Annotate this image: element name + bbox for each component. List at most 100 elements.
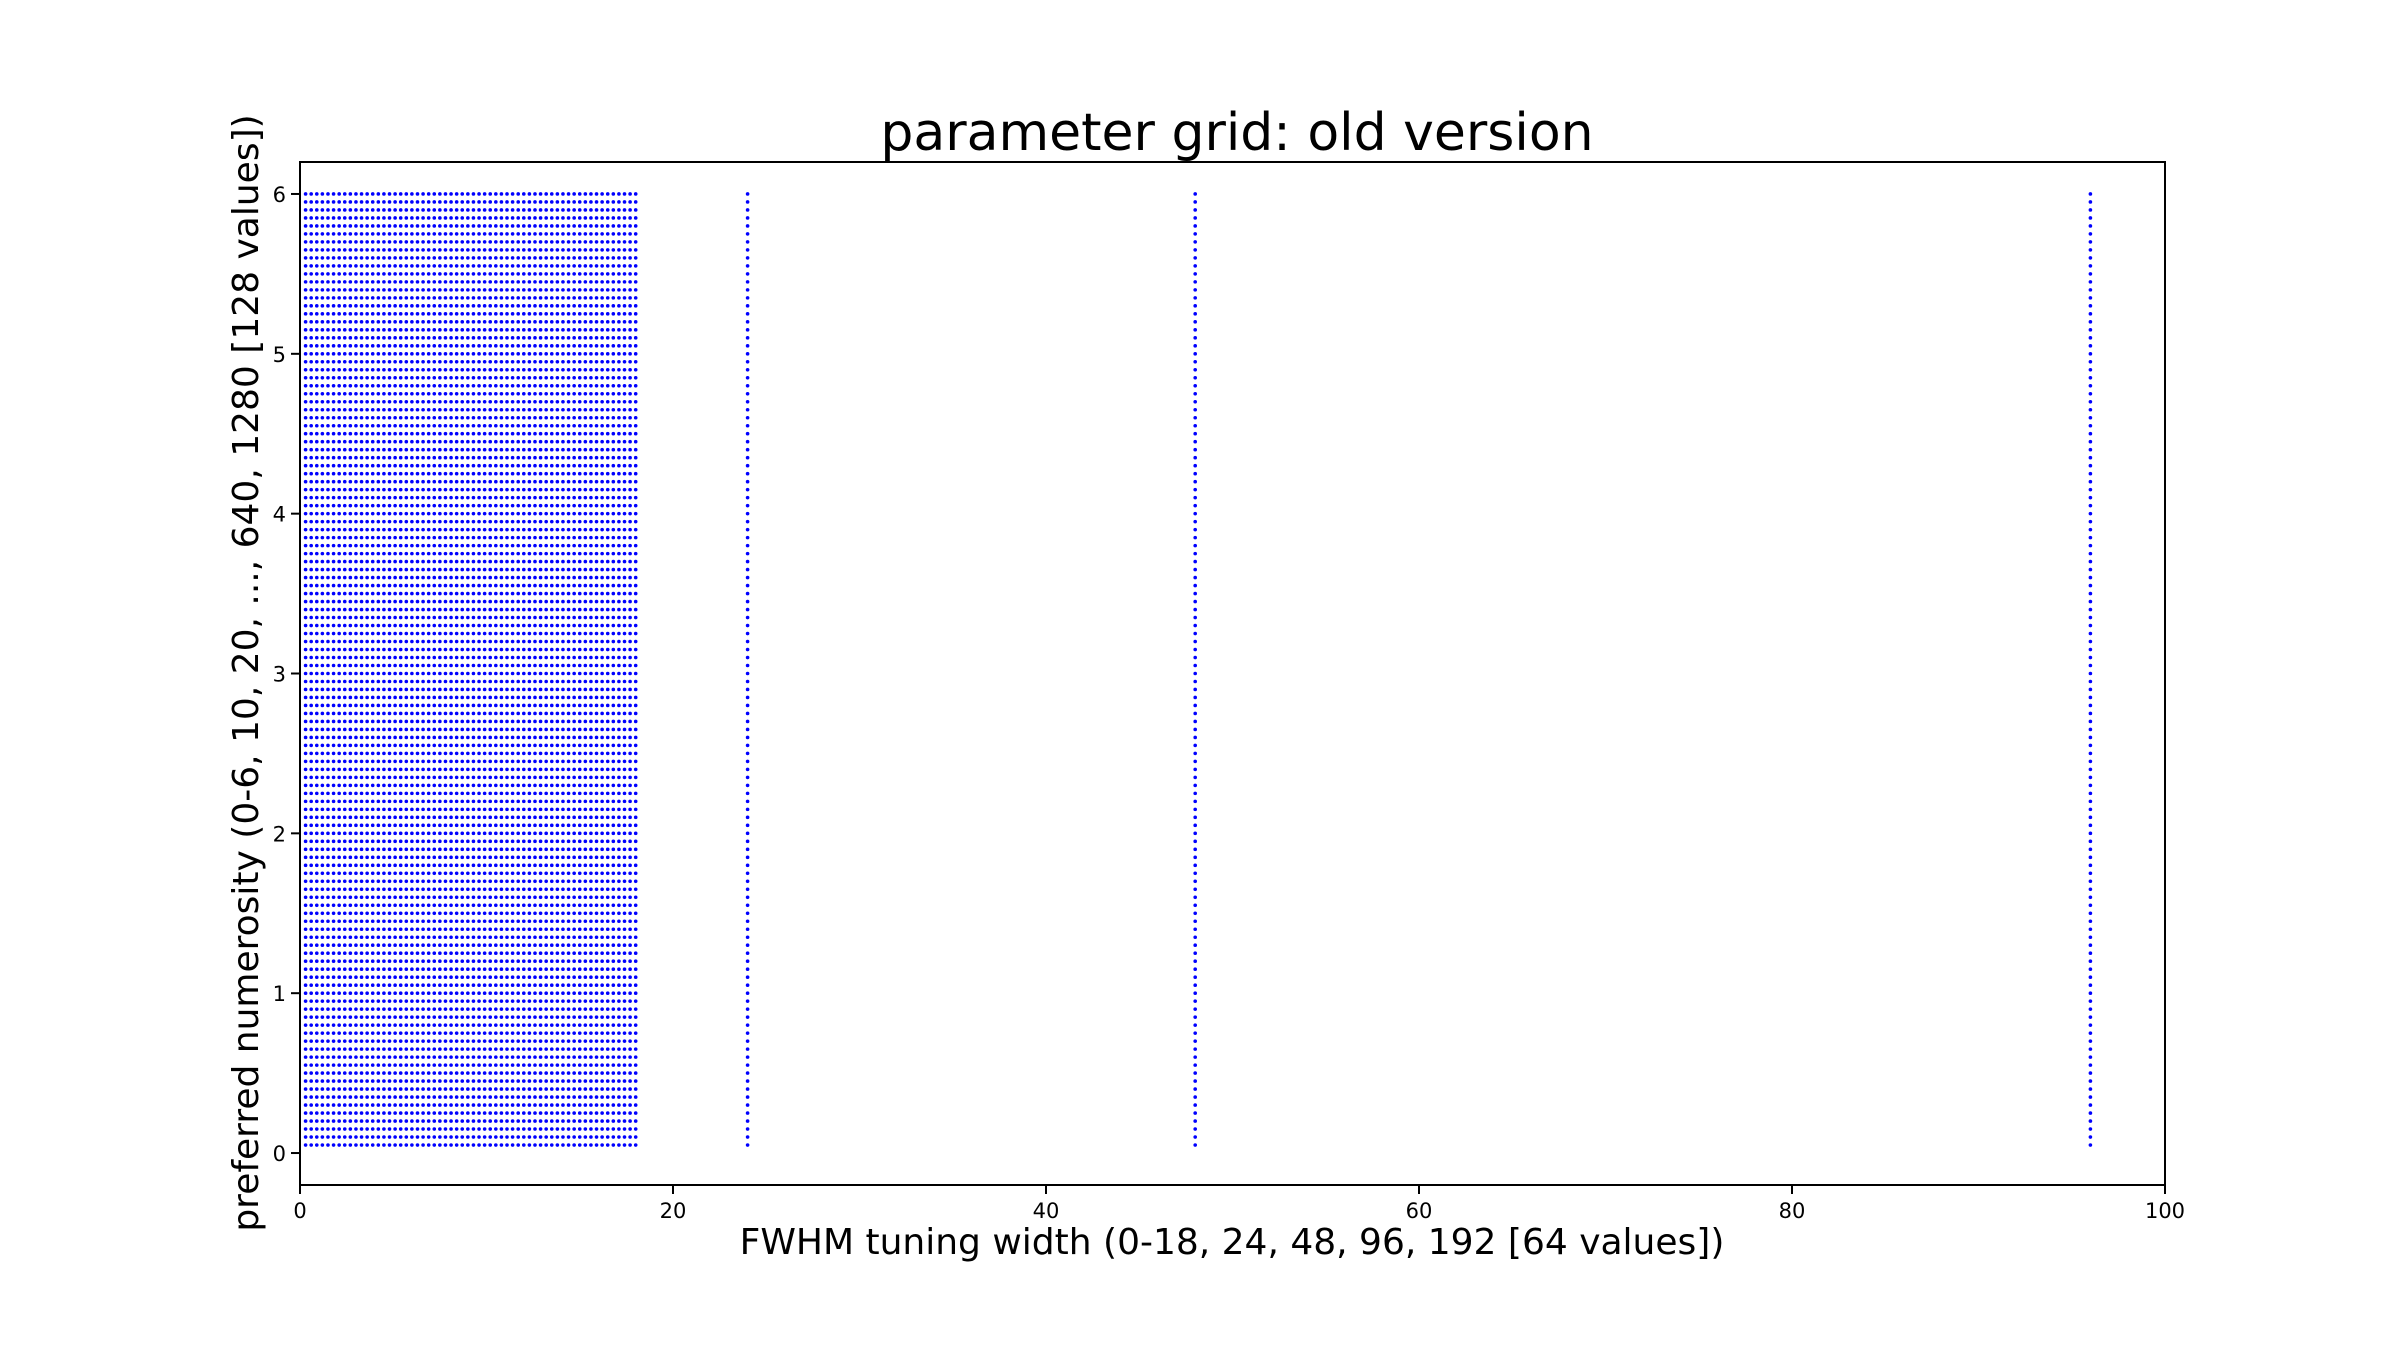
data-point [410,479,414,484]
data-point [510,1015,515,1019]
data-point [527,296,532,300]
data-point [505,328,509,332]
data-point [376,328,381,332]
data-point [432,655,437,660]
data-point [494,631,498,636]
data-point [466,383,470,388]
data-point [499,807,504,812]
data-point [309,487,313,492]
data-point [370,375,375,380]
data-point [449,519,453,524]
data-point [421,1079,425,1083]
data-point [505,903,509,908]
data-point [303,1007,308,1011]
data-point [326,799,330,804]
data-point [499,727,504,732]
data-point [309,623,313,628]
data-point [454,879,459,884]
data-point [314,687,319,692]
data-point [326,280,330,284]
data-point [522,959,526,964]
data-point [410,344,414,348]
data-point [522,647,526,652]
data-point [398,975,403,980]
data-point [398,551,403,556]
data-point [415,583,420,588]
data-point [482,296,487,300]
data-point [387,1055,392,1059]
data-point [410,296,414,300]
data-point [477,679,481,684]
data-point [382,1063,386,1067]
data-point [331,535,336,540]
data-point [516,991,521,995]
data-point [354,296,358,300]
data-point [510,240,515,244]
data-point [393,1063,397,1067]
data-point [533,599,537,604]
data-point [499,208,504,212]
data-point [438,383,442,388]
data-point [449,767,453,772]
data-point [314,208,319,212]
data-point [516,1127,521,1131]
data-point [499,216,504,220]
data-point [522,599,526,604]
data-point [460,208,465,212]
data-point [471,240,476,244]
data-point [477,1047,481,1051]
data-point [415,328,420,332]
data-point [359,911,364,916]
data-point [337,647,341,652]
data-point [398,352,403,356]
data-point [432,240,437,244]
data-point [359,304,364,308]
data-point [382,1111,386,1115]
data-point [505,375,509,380]
data-point [466,951,470,956]
data-point [387,1143,392,1147]
data-point [410,280,414,284]
data-point [393,879,397,884]
data-point [471,959,476,964]
data-point [393,431,397,436]
data-point [488,567,493,572]
data-point [387,1047,392,1051]
data-point [505,623,509,628]
data-point [337,607,341,612]
data-point [398,312,403,316]
data-point [432,1119,437,1123]
data-point [438,959,442,964]
data-point [415,615,420,620]
data-point [359,288,364,292]
data-point [410,352,414,356]
data-point [510,599,515,604]
data-point [522,919,526,924]
data-point [443,304,448,308]
data-point [359,511,364,516]
data-point [449,879,453,884]
data-point [337,959,341,964]
data-point [516,1119,521,1123]
data-point [488,463,493,468]
data-point [449,639,453,644]
data-point [522,431,526,436]
data-point [415,296,420,300]
data-point [359,256,364,260]
data-point [533,855,537,860]
data-point [527,407,532,412]
data-point [370,727,375,732]
data-point [460,655,465,660]
data-point [331,631,336,636]
data-point [426,639,431,644]
data-point [320,559,325,564]
data-point [370,1143,375,1147]
data-point [331,527,336,532]
data-point [443,959,448,964]
data-point [303,296,308,300]
data-point [421,304,425,308]
data-point [505,719,509,724]
data-point [320,607,325,612]
data-point [309,535,313,540]
data-point [393,1039,397,1043]
